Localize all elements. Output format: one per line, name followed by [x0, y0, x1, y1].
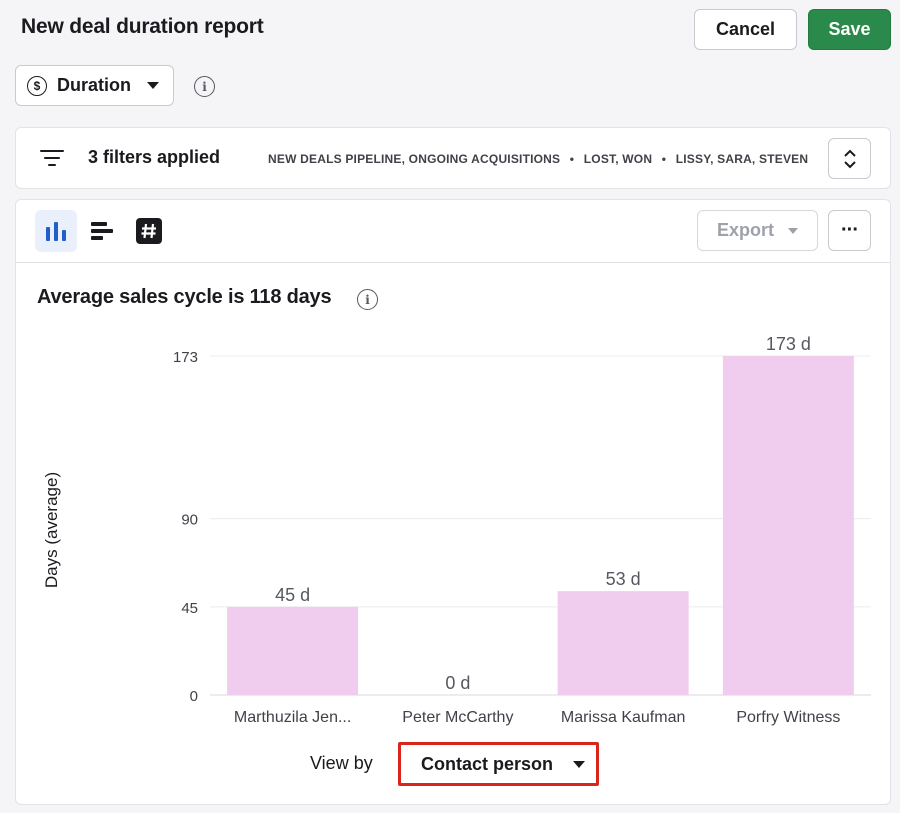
y-tick-label: 173	[173, 349, 198, 366]
vertical-bar-view-button[interactable]	[35, 210, 77, 252]
bar	[557, 591, 689, 695]
save-button[interactable]: Save	[808, 9, 891, 50]
filters-count[interactable]: 3 filters applied	[88, 147, 221, 167]
filter-owners: LISSY, SARA, STEVEN	[675, 152, 809, 166]
view-by-label: View by	[310, 753, 373, 773]
filter-icon[interactable]	[40, 148, 64, 168]
expand-collapse-icon	[843, 149, 856, 168]
toolbar-divider	[16, 262, 890, 263]
bar-data-label: 45 d	[275, 585, 310, 605]
export-label: Export	[716, 220, 774, 240]
vertical-bar-chart-icon	[46, 222, 66, 241]
chart-card: Export ··· Average sales cycle is 118 da…	[15, 199, 891, 805]
bar-data-label: 173 d	[766, 334, 811, 354]
expand-filters-button[interactable]	[828, 138, 871, 179]
filter-separator: •	[569, 152, 575, 166]
number-view-button[interactable]	[128, 210, 170, 252]
y-tick-label: 0	[190, 688, 198, 705]
horizontal-bar-chart-icon	[91, 222, 113, 240]
chevron-down-icon	[573, 760, 586, 768]
dollar-circle-icon: $	[27, 75, 47, 96]
metric-select-label: Duration	[57, 75, 131, 95]
metric-select[interactable]: $ Duration	[15, 65, 174, 106]
number-table-icon	[136, 218, 162, 244]
bar	[722, 356, 854, 695]
chevron-down-icon	[788, 227, 798, 234]
chevron-down-icon	[147, 82, 159, 89]
y-axis-label: Days (average)	[42, 472, 61, 588]
view-by-value: Contact person	[421, 753, 554, 774]
view-by-select[interactable]: Contact person	[398, 742, 599, 786]
bar-chart: 0 45 90 173 Days (average) 45 d Marthuzila Jen…	[42, 334, 871, 726]
filter-bar: 3 filters applied NEW DEALS PIPELINE, ON…	[15, 127, 891, 189]
x-tick-label: Peter McCarthy	[402, 709, 513, 726]
y-tick-label: 45	[181, 600, 198, 617]
bar-data-label: 0 d	[445, 673, 470, 693]
horizontal-bar-view-button[interactable]	[81, 210, 123, 252]
x-tick-label: Marissa Kaufman	[561, 709, 686, 726]
export-button[interactable]: Export	[697, 210, 818, 251]
chart-title: Average sales cycle is 118 days	[37, 286, 332, 308]
page-title: New deal duration report	[21, 15, 264, 38]
filter-separator: •	[661, 152, 667, 166]
bar	[227, 606, 359, 695]
filter-status: LOST, WON	[583, 152, 653, 166]
x-tick-label: Marthuzila Jen...	[234, 709, 351, 726]
bar-data-label: 53 d	[606, 569, 641, 589]
info-icon[interactable]: i	[357, 289, 378, 310]
cancel-button[interactable]: Cancel	[694, 9, 797, 50]
info-icon[interactable]: i	[194, 76, 215, 97]
filter-summary: NEW DEALS PIPELINE, ONGOING ACQUISITIONS…	[268, 152, 808, 166]
y-tick-label: 90	[181, 512, 198, 529]
x-tick-label: Porfry Witness	[736, 709, 840, 726]
more-options-button[interactable]: ···	[828, 210, 871, 251]
more-icon: ···	[841, 219, 859, 241]
filter-pipelines: NEW DEALS PIPELINE, ONGOING ACQUISITIONS	[268, 152, 561, 166]
